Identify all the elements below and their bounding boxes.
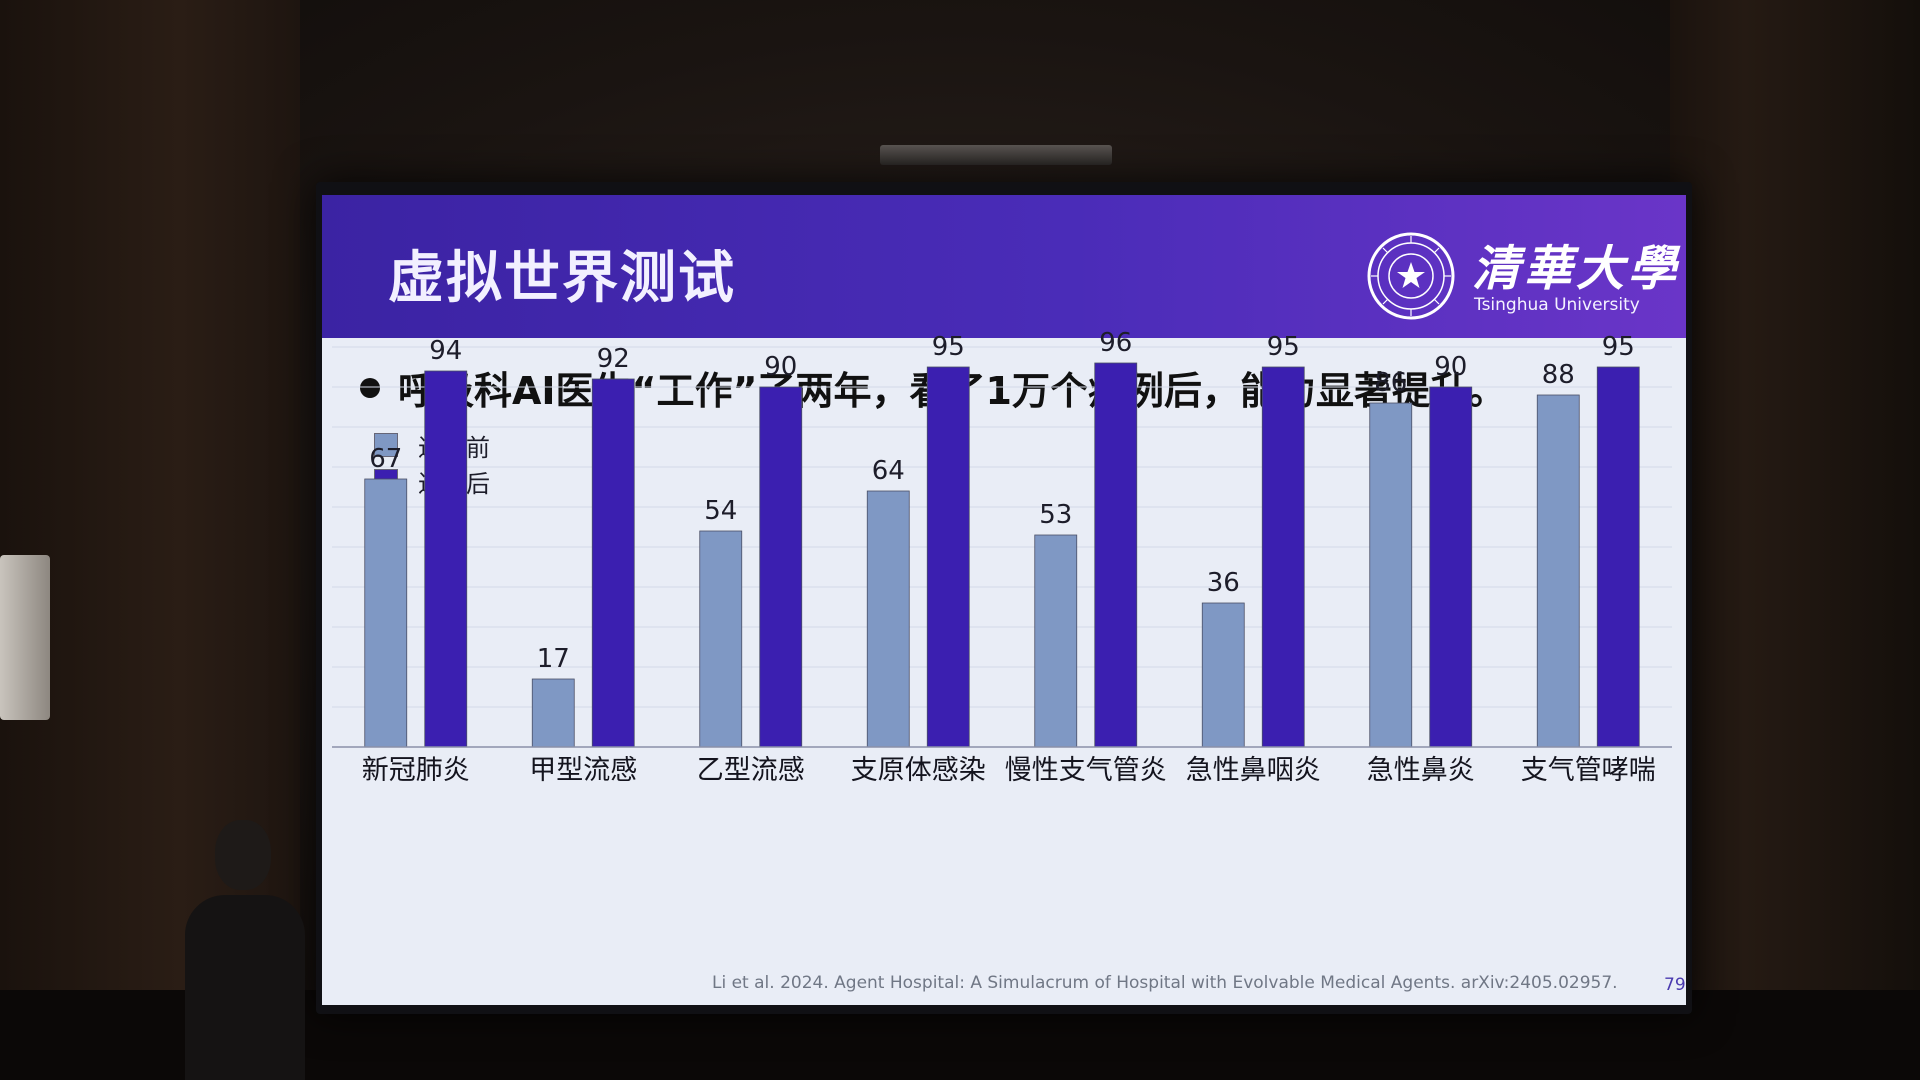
bar-after — [424, 370, 468, 748]
presenter-head — [215, 820, 271, 890]
bar-before — [866, 490, 910, 748]
data-label: 53 — [1039, 500, 1072, 530]
category-label: 支气管哮喘 — [1521, 755, 1656, 786]
presenter-body — [185, 895, 305, 1080]
data-label: 90 — [1434, 352, 1467, 382]
bar-after — [1596, 366, 1640, 748]
category-label: 支原体感染 — [851, 755, 986, 786]
bar-before — [1369, 402, 1413, 748]
tsinghua-seal-icon — [1367, 232, 1455, 320]
bar-after — [1429, 386, 1473, 748]
data-label: 95 — [1602, 332, 1635, 362]
data-label: 67 — [369, 444, 402, 474]
category-label: 甲型流感 — [529, 755, 637, 786]
category-label: 慢性支气管炎 — [1005, 755, 1167, 786]
bar-after — [759, 386, 803, 748]
bar-after — [926, 366, 970, 748]
data-label: 90 — [764, 352, 797, 382]
data-label: 88 — [1542, 360, 1575, 390]
data-label: 95 — [1267, 332, 1300, 362]
slide-header: 虚拟世界测试 清華大學 Tsinghua University — [322, 195, 1686, 338]
presenter-silhouette — [185, 820, 305, 1080]
bar-before — [1536, 394, 1580, 748]
bar-after — [1094, 362, 1138, 748]
data-label: 64 — [872, 456, 905, 486]
category-label: 新冠肺炎 — [362, 755, 470, 786]
room-wall-right — [1670, 0, 1920, 1080]
data-label: 54 — [704, 496, 737, 526]
category-label: 急性鼻炎 — [1367, 755, 1475, 786]
legend-swatch-before — [374, 433, 398, 457]
category-label: 急性鼻咽炎 — [1186, 755, 1321, 786]
logo-text-english: Tsinghua University — [1474, 295, 1640, 315]
page-number: 79 — [1664, 975, 1686, 995]
bar-before — [1034, 534, 1078, 748]
data-label: 86 — [1374, 368, 1407, 398]
citation: Li et al. 2024. Agent Hospital: A Simula… — [712, 973, 1618, 993]
data-label: 96 — [1099, 328, 1132, 358]
bar-before — [364, 478, 408, 748]
category-label: 乙型流感 — [697, 755, 805, 786]
bar-after — [591, 378, 635, 748]
bar-before — [699, 530, 743, 748]
presentation-slide: 虚拟世界测试 清華大學 Tsinghua University 呼吸科AI医生“… — [322, 195, 1686, 1005]
data-label: 94 — [429, 336, 462, 366]
data-label: 17 — [537, 644, 570, 674]
bar-after — [1261, 366, 1305, 748]
bar-before — [531, 678, 575, 748]
bar-before — [1201, 602, 1245, 748]
data-label: 92 — [597, 344, 630, 374]
logo-text-chinese: 清華大學 — [1472, 241, 1681, 297]
projector-mount — [880, 145, 1112, 165]
data-label: 95 — [932, 332, 965, 362]
data-label: 36 — [1207, 568, 1240, 598]
slide-title: 虚拟世界测试 — [388, 246, 736, 311]
bar-chart: 67 94 新冠肺炎 17 92 甲型流感 54 90 乙型流感 64 95 支原体感染 53 96 慢性支… — [332, 328, 1672, 786]
wall-speaker — [0, 555, 50, 720]
